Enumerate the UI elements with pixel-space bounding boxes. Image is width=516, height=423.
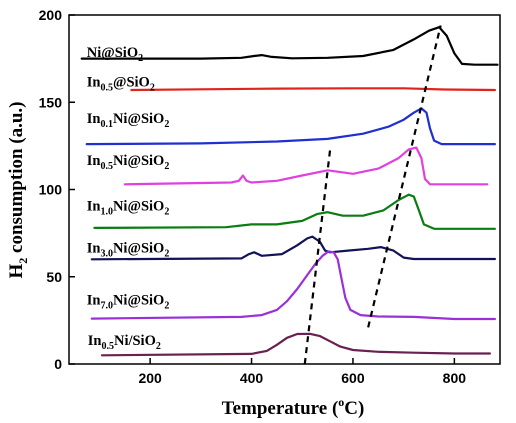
series-line-in1-0ni-sio2 xyxy=(93,193,496,230)
dashed-guide-line-1 xyxy=(303,149,332,365)
series-line-in0-5ni-sio2 xyxy=(100,332,491,357)
series-label-in1-0ni-sio2: In1.0Ni@SiO2 xyxy=(87,198,170,217)
y-tick-label-150: 150 xyxy=(39,94,63,110)
series-line-ni-sio2 xyxy=(80,26,499,66)
y-axis-title: H2 consumption (a.u.) xyxy=(6,101,30,278)
x-axis-title-degree: o xyxy=(338,395,344,409)
dashed-guide-line-2 xyxy=(367,25,442,328)
series-line-in7-0ni-sio2 xyxy=(90,250,496,321)
x-tick-label-200: 200 xyxy=(138,370,162,386)
x-tick-label-800: 800 xyxy=(443,370,467,386)
series-label-in0-5-sio2: In0.5@SiO2 xyxy=(87,75,155,94)
axis-layer: 200 400 600 800 0 50 100 150 200 xyxy=(39,7,467,386)
series-label-ni-sio2: Ni@SiO2 xyxy=(87,45,143,64)
plot-frame xyxy=(68,14,501,365)
x-tick-label-400: 400 xyxy=(240,370,264,386)
y-tick-label-50: 50 xyxy=(46,269,62,285)
series-line-in0-1ni-sio2 xyxy=(85,107,496,146)
y-tick-label-0: 0 xyxy=(54,356,62,372)
x-axis-title-text: Temperature ( xyxy=(222,398,339,419)
series-label-in7-0ni-sio2: In7.0Ni@SiO2 xyxy=(87,293,170,312)
x-axis-title-unit: C) xyxy=(344,398,364,419)
x-tick-label-600: 600 xyxy=(341,370,365,386)
series-label-in0-5ni-sio2: In0.5Ni@SiO2 xyxy=(87,153,170,172)
series-line-in0-5ni-sio2 xyxy=(123,146,489,186)
x-axis-title: Temperature (oC) xyxy=(222,395,365,419)
y-tick-label-200: 200 xyxy=(39,7,63,23)
y-axis-title-sub: 2 xyxy=(16,258,30,264)
annotation-layer xyxy=(303,25,442,365)
y-axis-title-h: H xyxy=(6,264,27,279)
series-label-in0-5ni-sio2: In0.5Ni/SiO2 xyxy=(88,333,161,352)
series-label-in3-0ni-sio2: In3.0Ni@SiO2 xyxy=(87,240,170,259)
label-layer: Ni@SiO2 In0.5@SiO2 In0.1Ni@SiO2 In0.5Ni@SiO… xyxy=(87,45,170,352)
series-line-in0-5-sio2 xyxy=(130,87,496,92)
series-label-in0-1ni-sio2: In0.1Ni@SiO2 xyxy=(87,111,170,130)
y-axis-title-rest: consumption (a.u.) xyxy=(6,101,27,257)
y-tick-label-100: 100 xyxy=(39,182,63,198)
